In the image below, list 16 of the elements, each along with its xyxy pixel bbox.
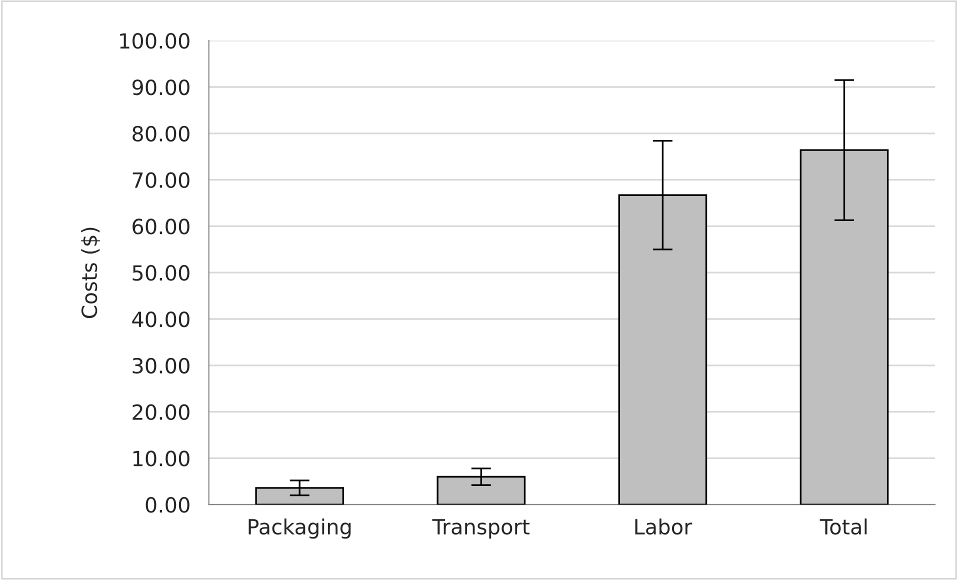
x-tick-label: Labor [635, 518, 692, 535]
y-tick-label: 0.00 [146, 497, 190, 513]
y-tick-label: 50.00 [132, 265, 190, 281]
y-tick-label: 90.00 [132, 79, 190, 96]
y-tick-label: 20.00 [132, 404, 190, 420]
y-tick-label: 10.00 [133, 450, 190, 466]
x-tick-label: Transport [432, 519, 530, 539]
y-tick-label: 80.00 [132, 126, 190, 142]
y-tick-label: 30.00 [132, 358, 190, 374]
x-tick-label: Packaging [248, 518, 351, 539]
y-tick-label: 100.00 [120, 33, 190, 49]
x-tick-label: Total [820, 518, 867, 535]
y-tick-label: 60.00 [132, 218, 190, 234]
y-axis-title: Costs ($) [81, 228, 100, 318]
y-tick-label: 40.00 [132, 311, 190, 328]
y-tick-label: 70.00 [132, 172, 190, 188]
